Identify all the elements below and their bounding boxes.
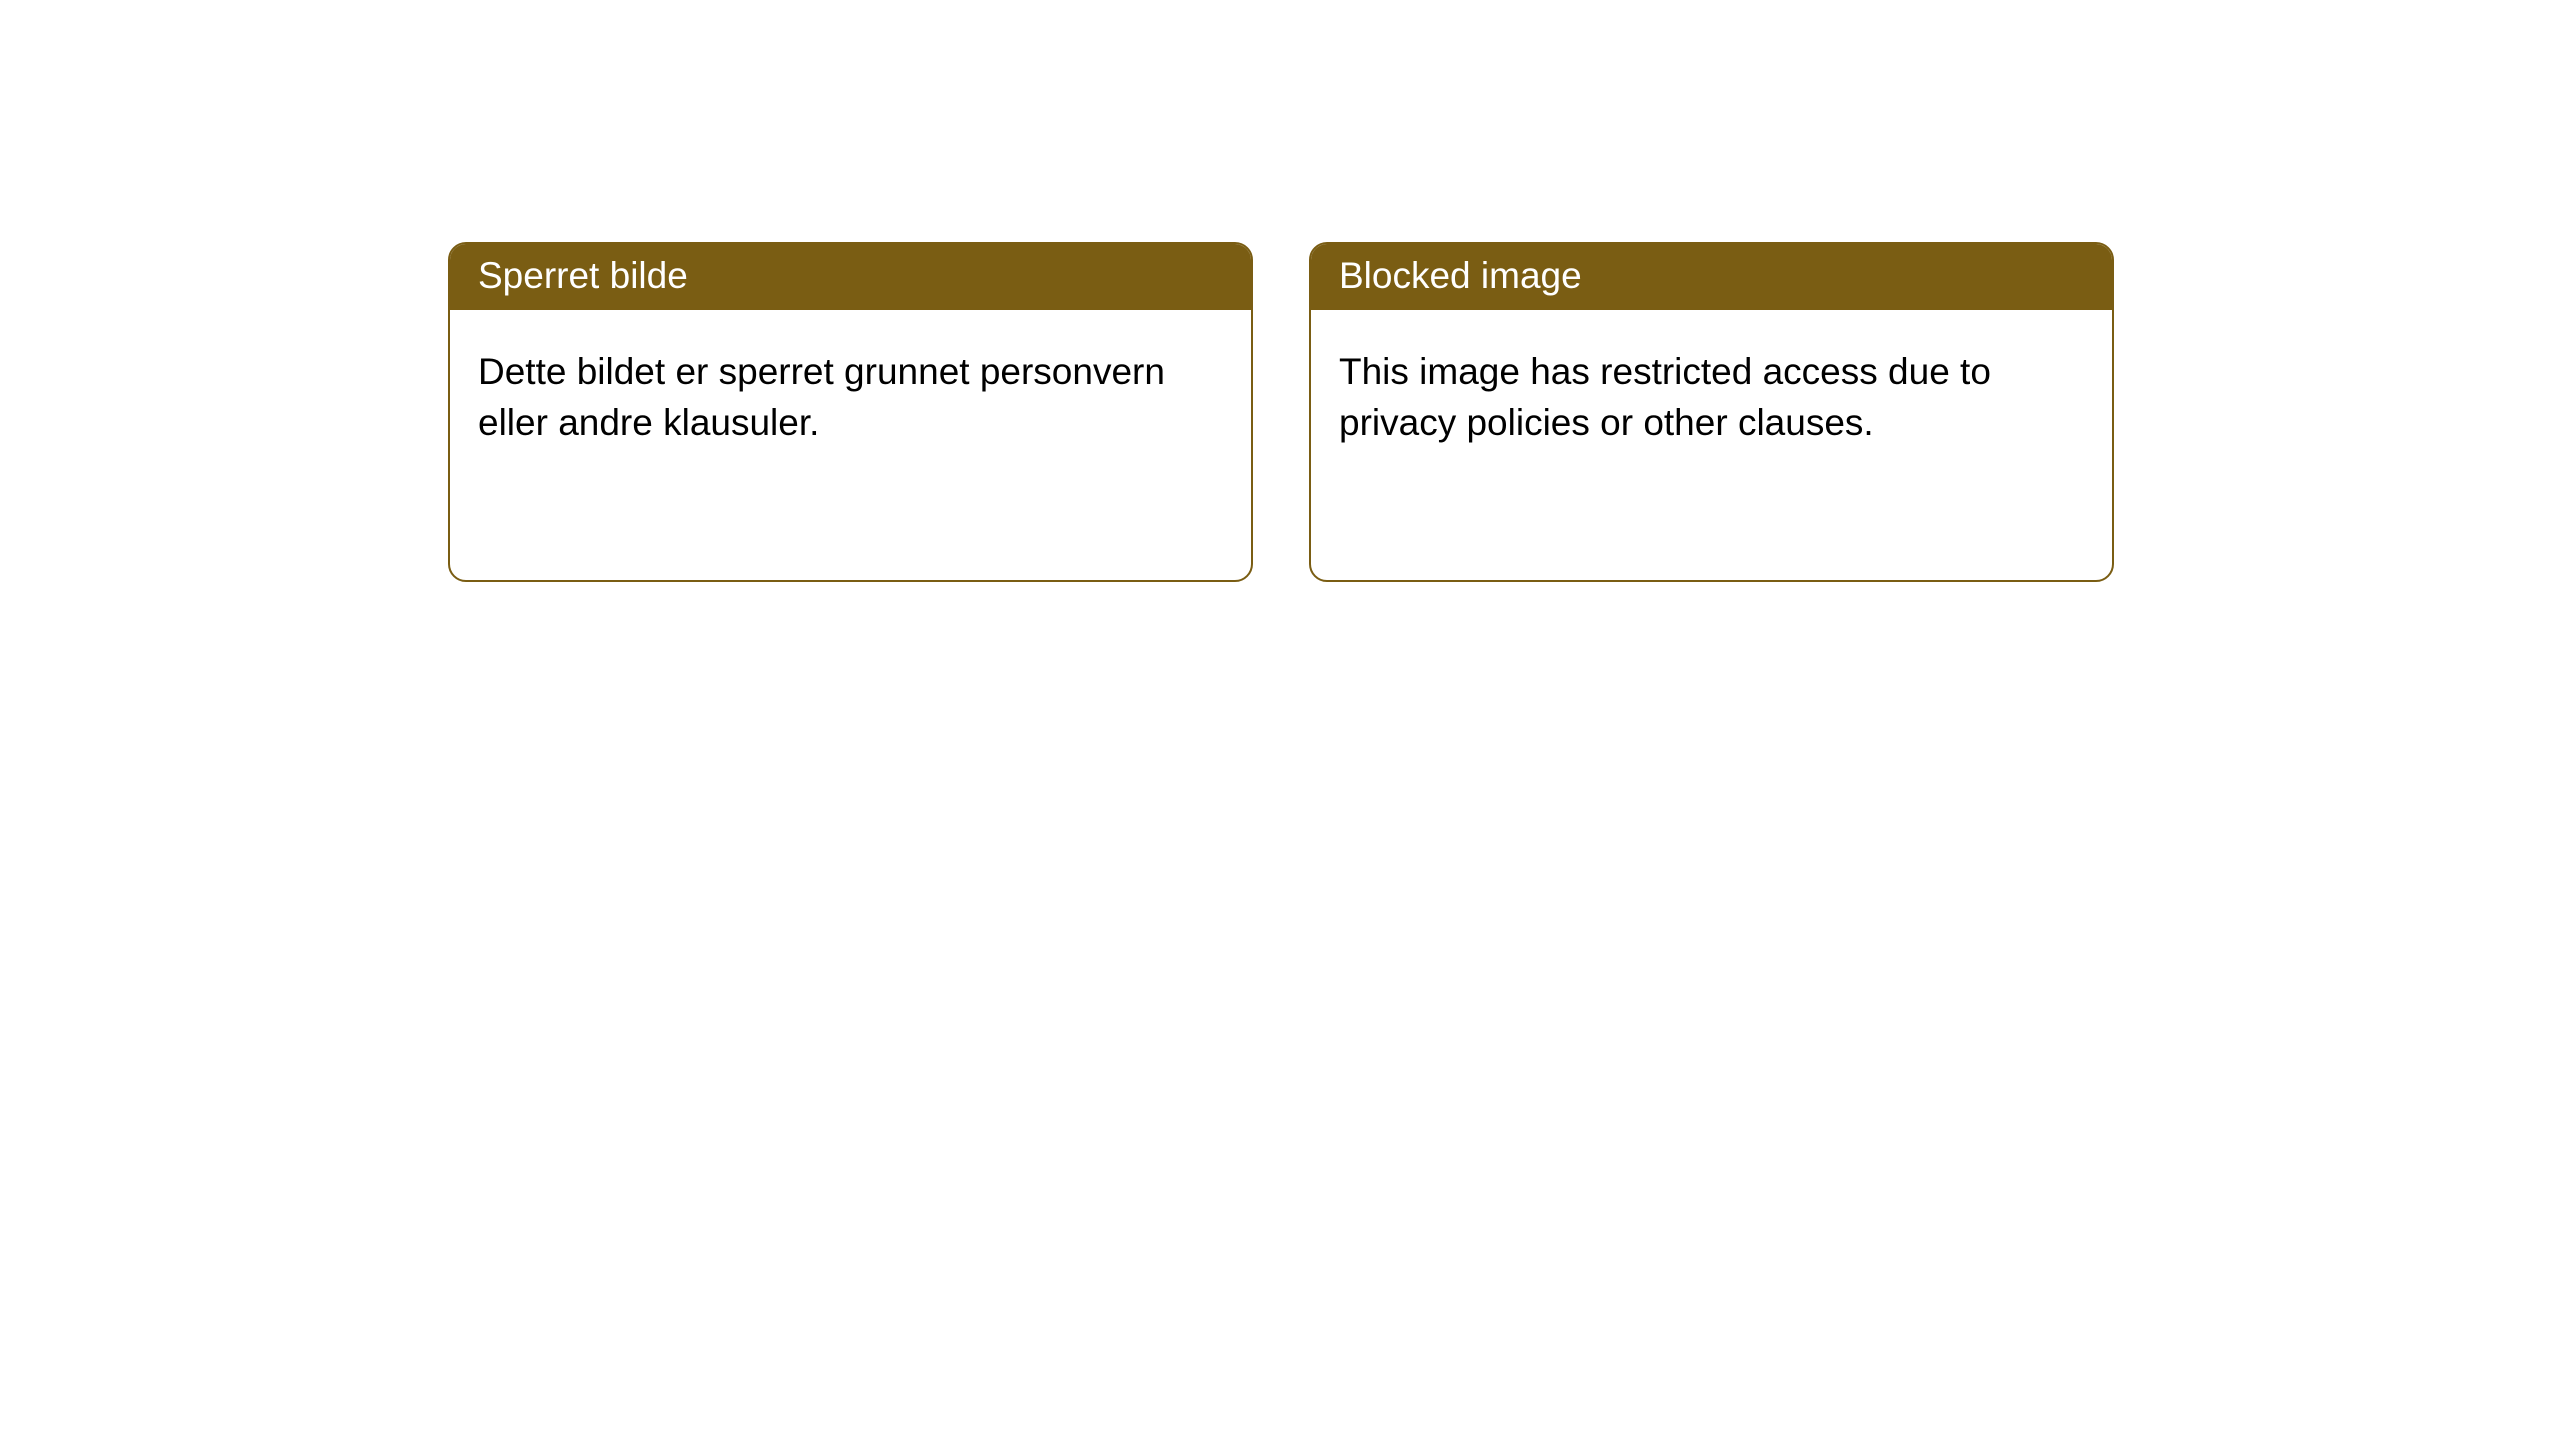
notice-container: Sperret bilde Dette bildet er sperret gr… xyxy=(0,0,2560,582)
notice-card-norwegian: Sperret bilde Dette bildet er sperret gr… xyxy=(448,242,1253,582)
notice-body-text: Dette bildet er sperret grunnet personve… xyxy=(450,310,1251,580)
notice-card-english: Blocked image This image has restricted … xyxy=(1309,242,2114,582)
notice-title: Sperret bilde xyxy=(450,244,1251,310)
notice-body-text: This image has restricted access due to … xyxy=(1311,310,2112,580)
notice-title: Blocked image xyxy=(1311,244,2112,310)
